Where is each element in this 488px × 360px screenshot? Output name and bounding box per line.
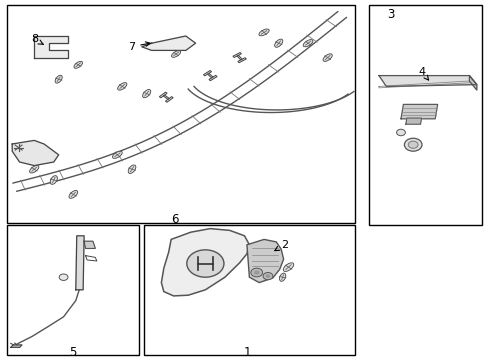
Circle shape xyxy=(263,273,272,280)
Polygon shape xyxy=(246,239,283,283)
Ellipse shape xyxy=(259,29,268,36)
Ellipse shape xyxy=(128,165,136,174)
Polygon shape xyxy=(207,73,213,78)
Ellipse shape xyxy=(283,263,293,271)
Polygon shape xyxy=(237,58,246,63)
Text: 2: 2 xyxy=(274,240,288,251)
Circle shape xyxy=(186,250,224,277)
Ellipse shape xyxy=(50,176,57,184)
Ellipse shape xyxy=(274,39,282,47)
Polygon shape xyxy=(163,95,169,99)
Polygon shape xyxy=(161,229,249,296)
Polygon shape xyxy=(237,55,242,60)
Polygon shape xyxy=(84,241,95,248)
Text: 7: 7 xyxy=(128,42,150,52)
Polygon shape xyxy=(208,75,217,81)
Polygon shape xyxy=(405,118,421,124)
Circle shape xyxy=(250,268,262,277)
Polygon shape xyxy=(159,92,167,98)
Circle shape xyxy=(404,138,421,151)
Text: 6: 6 xyxy=(171,213,179,226)
Polygon shape xyxy=(378,76,476,86)
Bar xyxy=(144,225,354,355)
Text: 1: 1 xyxy=(243,346,250,359)
Polygon shape xyxy=(468,76,476,90)
Polygon shape xyxy=(142,36,195,50)
Text: 5: 5 xyxy=(68,346,76,359)
Ellipse shape xyxy=(118,83,126,90)
Polygon shape xyxy=(203,71,211,76)
Polygon shape xyxy=(76,236,84,290)
Polygon shape xyxy=(11,345,22,347)
Ellipse shape xyxy=(69,190,78,198)
Ellipse shape xyxy=(171,51,180,57)
Ellipse shape xyxy=(74,61,82,68)
Polygon shape xyxy=(165,96,173,102)
Ellipse shape xyxy=(279,273,285,281)
Polygon shape xyxy=(232,53,241,58)
Circle shape xyxy=(407,141,417,148)
Ellipse shape xyxy=(303,40,312,47)
Ellipse shape xyxy=(323,54,331,61)
Ellipse shape xyxy=(30,166,39,173)
Ellipse shape xyxy=(55,75,62,83)
Bar xyxy=(7,5,354,223)
Text: 4: 4 xyxy=(417,67,427,80)
Polygon shape xyxy=(34,36,68,58)
Circle shape xyxy=(253,270,259,275)
Circle shape xyxy=(265,274,270,278)
Text: 3: 3 xyxy=(386,8,394,21)
Circle shape xyxy=(59,274,68,280)
Polygon shape xyxy=(400,104,437,119)
Ellipse shape xyxy=(112,151,122,158)
Bar xyxy=(368,5,481,225)
Bar xyxy=(7,225,139,355)
Ellipse shape xyxy=(142,90,150,98)
Polygon shape xyxy=(12,140,59,166)
Text: 8: 8 xyxy=(31,35,43,45)
Circle shape xyxy=(396,129,405,136)
